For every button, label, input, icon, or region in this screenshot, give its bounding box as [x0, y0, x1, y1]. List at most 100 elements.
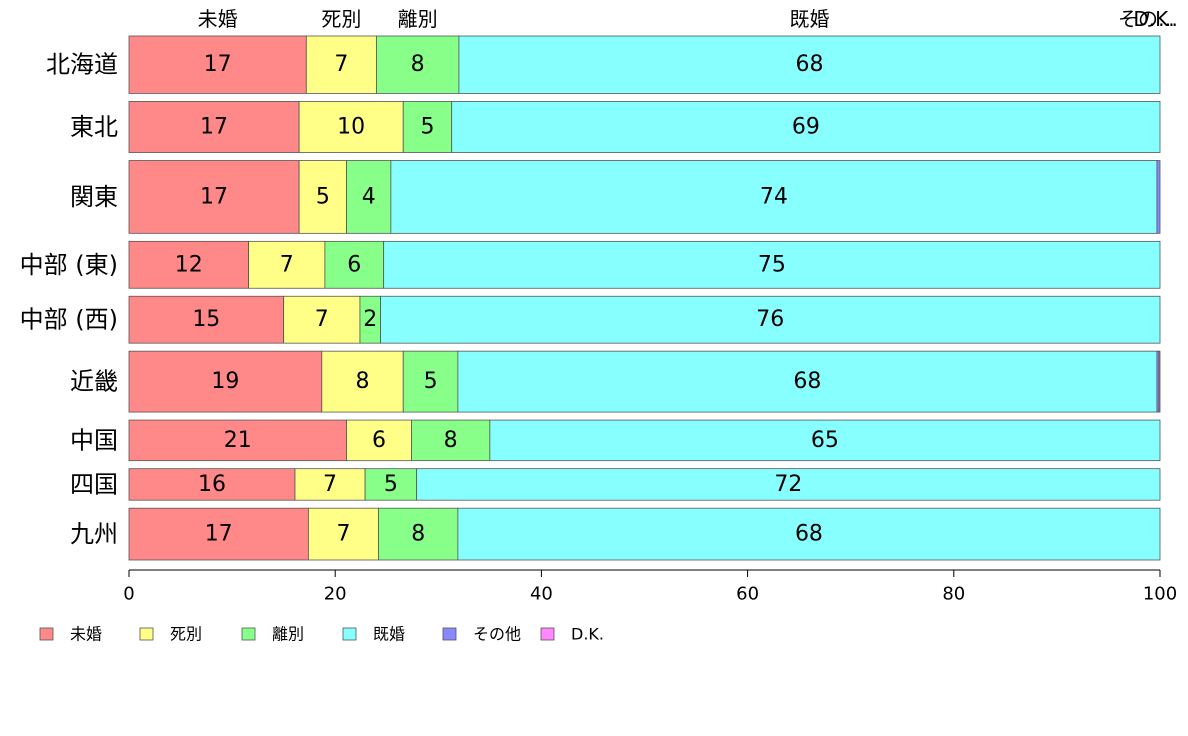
data-label: 19 — [211, 369, 239, 394]
data-label: 8 — [411, 522, 425, 547]
bar-segment — [378, 507, 459, 561]
bar-segment — [416, 468, 1161, 501]
bar-row: 12 7 6 75 — [128, 240, 1161, 289]
data-label: 17 — [205, 522, 233, 547]
data-label: 5 — [384, 472, 398, 497]
category-label: 東北 — [70, 113, 118, 141]
data-label: 6 — [372, 428, 386, 453]
top-label: 離別 — [398, 7, 438, 31]
bar-row: 17 10 5 69 — [128, 101, 1161, 153]
data-label: 75 — [758, 252, 786, 277]
bar-segment — [128, 295, 285, 344]
bar-segment — [298, 160, 347, 234]
data-label: 7 — [336, 522, 350, 547]
top-label: その… — [1118, 7, 1178, 31]
data-label: 17 — [200, 184, 228, 209]
bar-segment — [128, 160, 300, 234]
data-label: 7 — [323, 472, 337, 497]
bar-row: 16 7 5 72 — [128, 468, 1161, 501]
bar-row: 15 7 2 76 — [128, 295, 1161, 344]
legend-label: 既婚 — [373, 625, 405, 644]
data-label: 72 — [774, 472, 802, 497]
data-label: 16 — [198, 472, 226, 497]
data-label: 5 — [420, 114, 434, 139]
data-label: 21 — [224, 428, 252, 453]
bar-row: 21 6 8 65 — [128, 419, 1161, 462]
data-label: 15 — [192, 307, 220, 332]
bar-segment — [305, 35, 377, 94]
legend-item: 死別 — [139, 625, 202, 644]
data-label: 8 — [444, 428, 458, 453]
legend-swatch — [39, 627, 54, 641]
x-tick-label: 100 — [1143, 584, 1177, 605]
category-label: 中国 — [70, 426, 118, 454]
category-label: 四国 — [70, 470, 118, 498]
data-label: 12 — [175, 252, 203, 277]
top-category-labels: 未婚 死別 離別 既婚 その…D.K. — [198, 7, 1178, 31]
legend-label: 未婚 — [70, 625, 102, 644]
data-label: 69 — [792, 114, 820, 139]
x-tick-label: 40 — [530, 584, 553, 605]
legend-item: D.K. — [540, 625, 604, 644]
bar-segment — [248, 240, 326, 289]
data-label: 17 — [204, 52, 232, 77]
legend-label: 死別 — [170, 625, 202, 644]
legend: 未婚 死別 離別 既婚 その他 D.K. — [39, 625, 604, 644]
bar-segment — [283, 295, 361, 344]
bar-segment — [402, 101, 453, 153]
data-label: 4 — [362, 184, 376, 209]
data-label: 7 — [334, 52, 348, 77]
bar-segment — [128, 507, 309, 561]
bar-segment — [307, 507, 379, 561]
bar-segment — [324, 240, 385, 289]
x-tick-label: 80 — [942, 584, 965, 605]
legend-swatch — [442, 627, 457, 641]
category-label: 中部 (東) — [20, 251, 118, 279]
x-tick-label: 60 — [736, 584, 759, 605]
data-label: 7 — [280, 252, 294, 277]
category-label: 関東 — [70, 183, 118, 211]
bar-segment — [390, 160, 1158, 234]
data-label: 5 — [316, 184, 330, 209]
data-label: 10 — [337, 114, 365, 139]
top-label: 未婚 — [198, 7, 238, 31]
x-tick-label: 20 — [324, 584, 347, 605]
bar-segment — [364, 468, 418, 501]
data-label: 17 — [200, 114, 228, 139]
bar-row: 19 8 5 68 — [128, 350, 1161, 413]
data-label: 6 — [347, 252, 361, 277]
legend-item: その他 — [442, 625, 521, 644]
top-label: 既婚 — [789, 7, 829, 31]
bar-row: 17 7 8 68 — [128, 35, 1161, 94]
bar-segment — [458, 35, 1161, 94]
bar-segment — [128, 35, 307, 94]
legend-swatch — [540, 627, 555, 641]
legend-label: その他 — [473, 625, 521, 644]
data-label: 8 — [411, 52, 425, 77]
category-label: 近畿 — [70, 368, 118, 396]
data-label: 76 — [756, 307, 784, 332]
category-label: 九州 — [70, 520, 118, 548]
legend-swatch — [241, 627, 256, 641]
top-label: D.K. — [1133, 7, 1174, 31]
legend-swatch — [342, 627, 357, 641]
bar-segment — [128, 101, 300, 153]
data-label: 5 — [424, 369, 438, 394]
bar-segment — [128, 419, 347, 462]
bar-segment — [489, 419, 1161, 462]
legend-label: 離別 — [272, 625, 304, 644]
legend-item: 離別 — [241, 625, 304, 644]
data-label: 8 — [356, 369, 370, 394]
bar-segment — [383, 240, 1161, 289]
legend-item: 未婚 — [39, 625, 102, 644]
data-label: 68 — [795, 522, 823, 547]
bar-row: 17 5 4 74 — [128, 160, 1161, 234]
bar-segment — [451, 101, 1161, 153]
bar-segment — [128, 240, 249, 289]
bar-segment — [346, 419, 412, 462]
bar-segment — [321, 350, 404, 413]
data-label: 2 — [363, 307, 377, 332]
